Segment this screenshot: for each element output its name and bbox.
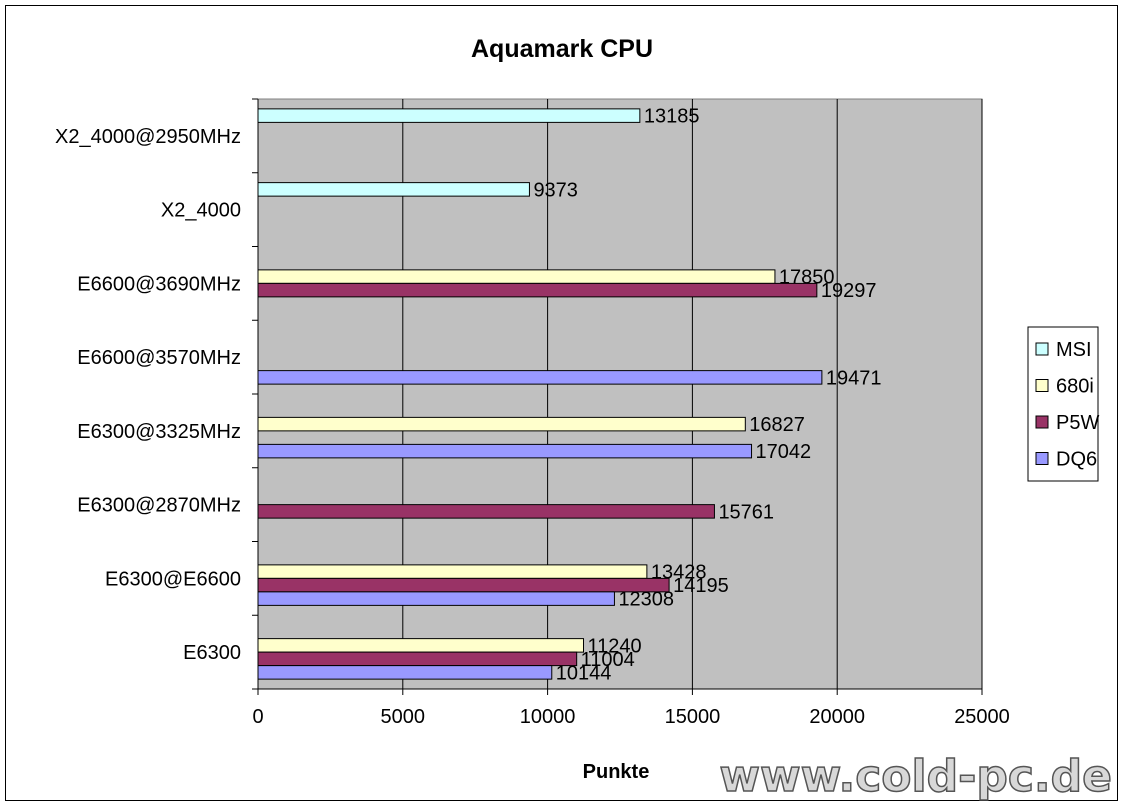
data-label: 19471 xyxy=(826,367,882,389)
data-label: 17850 xyxy=(779,267,835,289)
x-tick-label: 10000 xyxy=(520,706,576,728)
x-axis-title: Punkte xyxy=(583,761,650,783)
category-label: E6300 xyxy=(183,642,241,664)
bar xyxy=(257,443,753,459)
category-label: E6300@3325MHz xyxy=(77,421,241,443)
category-label: X2_4000 xyxy=(161,200,241,222)
x-tick-labels: 0 5000 10000 15000 20000 25000 xyxy=(252,706,1009,728)
bar xyxy=(257,577,670,593)
legend-swatch xyxy=(1035,342,1049,356)
legend-label: DQ6 xyxy=(1056,449,1097,471)
bar xyxy=(257,638,585,653)
legend-label: P5W xyxy=(1056,412,1099,434)
bar xyxy=(257,504,715,519)
legend-label: MSI xyxy=(1056,339,1092,361)
category-label: E6600@3570MHz xyxy=(77,347,241,369)
category-label: E6600@3690MHz xyxy=(77,273,241,295)
legend: MSI 680i P5W DQ6 xyxy=(1027,326,1099,482)
legend-swatch xyxy=(1035,452,1049,465)
x-tick-label: 5000 xyxy=(381,706,426,728)
data-label: 16827 xyxy=(749,414,805,436)
data-label: 14195 xyxy=(673,575,729,597)
category-label: X2_4000@2950MHz xyxy=(55,126,241,148)
x-tick-label: 25000 xyxy=(954,706,1010,728)
x-tick-label: 0 xyxy=(252,706,263,728)
bar xyxy=(257,416,746,432)
bar xyxy=(257,269,776,284)
bars xyxy=(257,108,823,680)
category-labels: X2_4000@2950MHz X2_4000 E6600@3690MHz E6600… xyxy=(55,126,241,664)
bar xyxy=(257,665,553,680)
data-label: 9373 xyxy=(533,179,578,201)
data-label: 17042 xyxy=(756,441,812,463)
chart-frame: X2_4000@2950MHz X2_4000 E6600@3690MHz E6600… xyxy=(5,5,1118,802)
x-tick-label: 20000 xyxy=(809,706,865,728)
data-label: 13185 xyxy=(644,106,700,128)
data-label: 13428 xyxy=(651,562,707,584)
bar xyxy=(257,182,530,197)
legend-label: 680i xyxy=(1056,376,1094,398)
data-label: 15761 xyxy=(718,501,774,523)
bar xyxy=(257,564,648,579)
chart-svg: X2_4000@2950MHz X2_4000 E6600@3690MHz E6600… xyxy=(55,35,1113,802)
bar xyxy=(257,651,578,667)
bar xyxy=(257,108,641,123)
chart-title: Aquamark CPU xyxy=(471,35,653,63)
x-tick-label: 15000 xyxy=(665,706,721,728)
legend-swatch xyxy=(1035,379,1049,392)
data-label: 10144 xyxy=(556,662,612,684)
data-label: 11240 xyxy=(588,635,642,657)
data-label: 11004 xyxy=(581,649,635,671)
data-label: 19297 xyxy=(821,280,877,302)
watermark: www.cold-pc.de xyxy=(719,751,1112,802)
bar xyxy=(257,591,615,606)
category-label: E6300@E6600 xyxy=(105,568,241,590)
bar xyxy=(257,370,823,385)
bar xyxy=(257,282,818,298)
legend-swatch xyxy=(1035,415,1049,429)
category-label: E6300@2870MHz xyxy=(77,495,241,517)
data-label: 12308 xyxy=(618,589,674,611)
